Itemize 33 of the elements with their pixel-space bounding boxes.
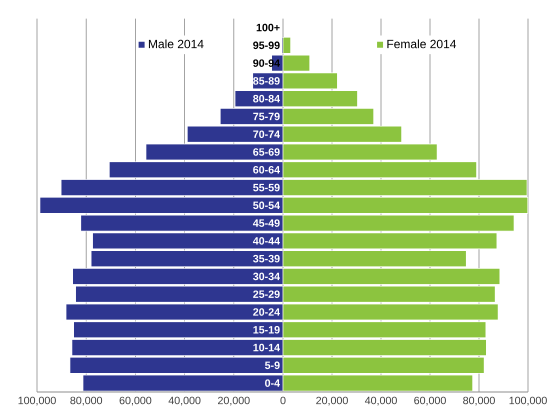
y-tick-label: 70-74: [253, 130, 280, 138]
y-tick-label: 40-44: [252, 237, 280, 245]
y-tick-label: 35-39: [253, 254, 280, 262]
y-tick-label: 50-54: [253, 202, 280, 210]
x-tick-label: 60,000: [414, 396, 446, 406]
y-tick-label: 20-24: [253, 308, 280, 316]
y-tick-label: 100+: [256, 24, 280, 32]
x-tick-label: 40,000: [364, 396, 397, 406]
legend-label: Male 2014: [148, 39, 204, 48]
x-tick-label: 80,000: [70, 396, 102, 406]
y-tick-label: 10-14: [253, 344, 280, 352]
x-tick-label: 40,000: [168, 396, 200, 406]
y-tick-label: 15-19: [253, 326, 280, 334]
y-tick-label: 95-99: [253, 42, 280, 50]
y-tick-label: 75-79: [253, 112, 280, 120]
y-tick-label: 80-84: [253, 94, 280, 102]
y-tick-label: 5-9: [264, 362, 280, 370]
y-tick-label: 60-64: [253, 166, 280, 174]
x-tick-label: 20,000: [316, 396, 348, 406]
x-tick-label: 100,000: [510, 396, 547, 406]
y-tick-label: 55-59: [253, 184, 280, 192]
y-tick-label: 25-29: [253, 290, 280, 298]
y-tick-label: 85-89: [253, 77, 280, 85]
y-tick-label: 45-49: [252, 219, 280, 227]
legend-label: Female 2014: [387, 39, 456, 48]
x-tick-label: 60,000: [120, 396, 152, 406]
x-tick-label: 0: [280, 396, 286, 404]
y-tick-label: 65-69: [253, 148, 280, 156]
y-tick-label: 30-34: [253, 272, 280, 280]
x-tick-label: 100,000: [18, 396, 56, 406]
x-tick-label: 80,000: [463, 396, 495, 406]
x-tick-label: 20,000: [218, 396, 250, 406]
y-tick-label: 0-4: [265, 379, 280, 387]
